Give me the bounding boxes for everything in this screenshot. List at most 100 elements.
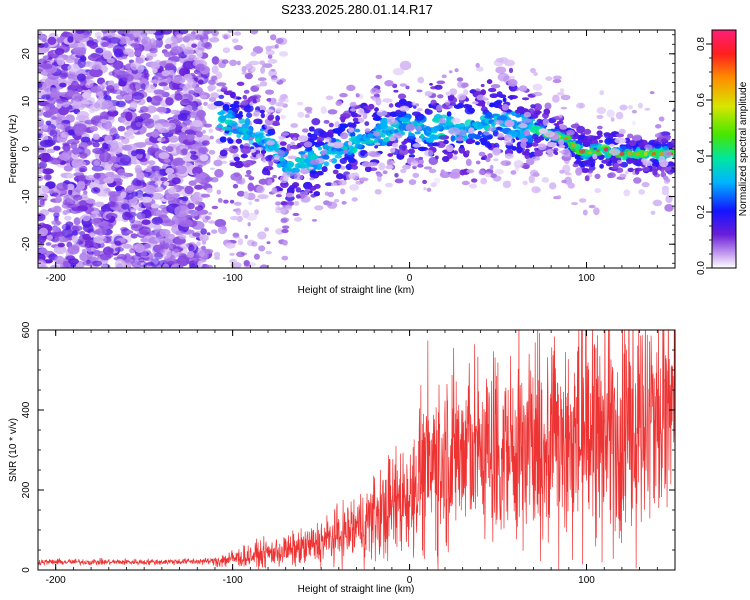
spectrogram-cell [155, 30, 164, 41]
spectrogram-cell [203, 30, 213, 34]
spectrogram-cell [363, 108, 370, 114]
spectrogram-cell [118, 80, 127, 87]
spectrogram-cell [200, 228, 207, 235]
spectrogram-cell [176, 34, 183, 39]
spectrogram-cell [391, 160, 396, 164]
spectrogram-cell [495, 57, 504, 63]
spectrogram-cell [95, 47, 104, 54]
spectrogram-cell [486, 101, 490, 106]
spectrogram-cell [176, 149, 181, 155]
spectrogram-cell [275, 206, 282, 214]
spectrogram-cell [507, 79, 518, 87]
spectrogram-cell [619, 173, 627, 178]
spectrogram-cell [487, 153, 493, 159]
spectrogram-cell [424, 91, 433, 97]
spectrogram-cell [197, 79, 204, 85]
spectrogram-cell [243, 260, 250, 266]
spectrogram-cell [632, 154, 640, 159]
spectrogram-cell [399, 60, 412, 71]
spectrogram-cell [497, 72, 510, 82]
spectrogram-cell [150, 61, 161, 71]
spectrogram-cell [247, 222, 251, 227]
spectrogram-cell [53, 145, 61, 151]
snr-series-line [38, 330, 675, 570]
spectrogram-cell [453, 150, 458, 155]
spectrogram-cell [195, 201, 202, 206]
spectrogram-cell [548, 117, 557, 124]
spectrogram-cell [250, 148, 256, 153]
spectrogram-cell [582, 209, 588, 216]
spectrogram-cell [349, 131, 356, 138]
spectrogram-cell [119, 172, 130, 179]
spectrogram-cell [231, 38, 239, 43]
spectrogram-cell [199, 154, 209, 162]
spectrogram-cell [233, 100, 240, 105]
spectrogram-cell [109, 146, 122, 155]
spectrogram-cell [529, 169, 539, 176]
spectrogram-cell [268, 114, 275, 120]
spectrogram-cell [262, 159, 267, 164]
spectrogram-cell [504, 59, 516, 67]
spectrogram-cell [309, 190, 313, 194]
spectrogram-cell [79, 200, 88, 208]
spectrogram-cell [327, 191, 334, 198]
spectrogram-cell [667, 142, 673, 149]
spectrogram-cell [203, 101, 208, 106]
spectrogram-cell [522, 164, 530, 169]
tick-label: -100 [223, 575, 243, 586]
spectrogram-cell [108, 191, 121, 197]
spectrogram-cell [392, 83, 398, 89]
spectrogram-cell [274, 43, 279, 49]
spectrogram-cell [282, 239, 288, 246]
spectrogram-cell [67, 64, 81, 73]
spectrogram-cell [313, 128, 325, 136]
spectrogram-cell [237, 114, 241, 118]
spectrogram-cell [382, 170, 388, 175]
spectrogram-cell [165, 146, 174, 153]
spectrogram-cell [69, 206, 81, 214]
spectrogram-cell [235, 207, 242, 216]
spectrogram-cell [408, 132, 416, 140]
spectrogram-cell [250, 146, 255, 150]
spectrogram-cell [168, 135, 179, 143]
spectrogram-cell [128, 135, 135, 140]
spectrogram-cell [450, 117, 461, 125]
spectrogram-cell [219, 115, 226, 122]
spectrogram-cell [75, 166, 80, 173]
spectrogram-cell [292, 137, 297, 140]
spectrogram-cell [146, 211, 152, 219]
spectrogram-cell [624, 170, 629, 175]
spectrogram-cell [596, 130, 603, 136]
spectrogram-cell [394, 178, 404, 184]
spectrogram-cell [204, 41, 213, 50]
spectrogram-cell [64, 55, 76, 64]
spectrogram-cell [527, 137, 534, 144]
spectrogram-cell [99, 151, 112, 163]
spectrogram-cell [394, 129, 398, 134]
spectrogram-cell [259, 81, 268, 87]
spectrogram-cell [374, 107, 379, 112]
spectrogram-cell [222, 126, 232, 131]
spectrogram-cell [309, 159, 320, 165]
spectrogram-cell [251, 152, 256, 156]
spectrogram-cell [631, 120, 636, 126]
spectrogram-cell [82, 260, 93, 266]
spectrogram-cell [186, 132, 195, 142]
spectrogram-cell [206, 232, 211, 236]
spectrogram-cell [582, 142, 591, 147]
spectrogram-cell [442, 171, 449, 175]
spectrogram-cell [338, 179, 347, 186]
spectrogram-cell [351, 112, 358, 118]
spectrogram-cell [399, 117, 411, 122]
spectrogram-cell [248, 201, 253, 206]
spectrogram-cell [387, 153, 394, 157]
spectrogram-cell [70, 142, 78, 150]
spectrogram-cell [241, 100, 249, 106]
spectrogram-cell [411, 158, 420, 164]
spectrogram-cell [394, 173, 399, 178]
spectrogram-cell [341, 201, 347, 205]
spectrogram-cell [151, 216, 163, 225]
spectrogram-cell [152, 68, 158, 74]
spectrogram-cell [194, 86, 203, 94]
spectrogram-cell [94, 201, 105, 208]
